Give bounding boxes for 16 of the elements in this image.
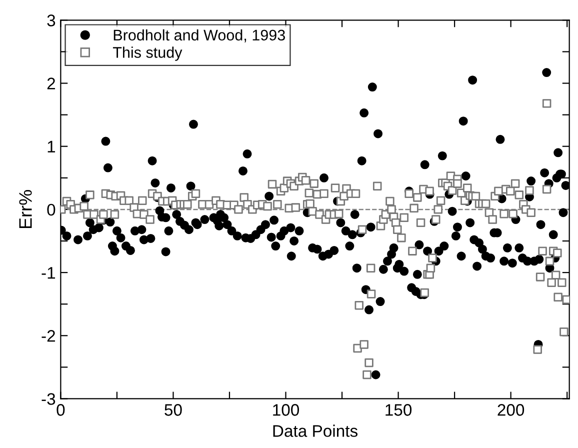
y-tick-label: 0 (47, 204, 56, 216)
y-tick-label: 1 (48, 140, 56, 152)
y-tick-label: -1 (42, 267, 56, 279)
x-tick-label: 0 (56, 404, 65, 416)
x-tick-label: 150 (386, 404, 412, 416)
x-tick-label: 50 (164, 404, 182, 416)
x-axis-title: Data Points (273, 424, 358, 437)
y-axis-title: Err% (19, 190, 32, 228)
y-tick-label: -2 (42, 330, 55, 342)
legend-label: This study (112, 46, 182, 61)
y-tick-label: -3 (42, 393, 56, 405)
x-tick-label: 100 (273, 404, 300, 416)
legend-label: Brodholt and Wood, 1993 (114, 29, 285, 42)
x-tick-label: 200 (498, 404, 524, 416)
y-tick-label: 2 (47, 78, 55, 90)
y-tick-label: 3 (47, 14, 56, 26)
